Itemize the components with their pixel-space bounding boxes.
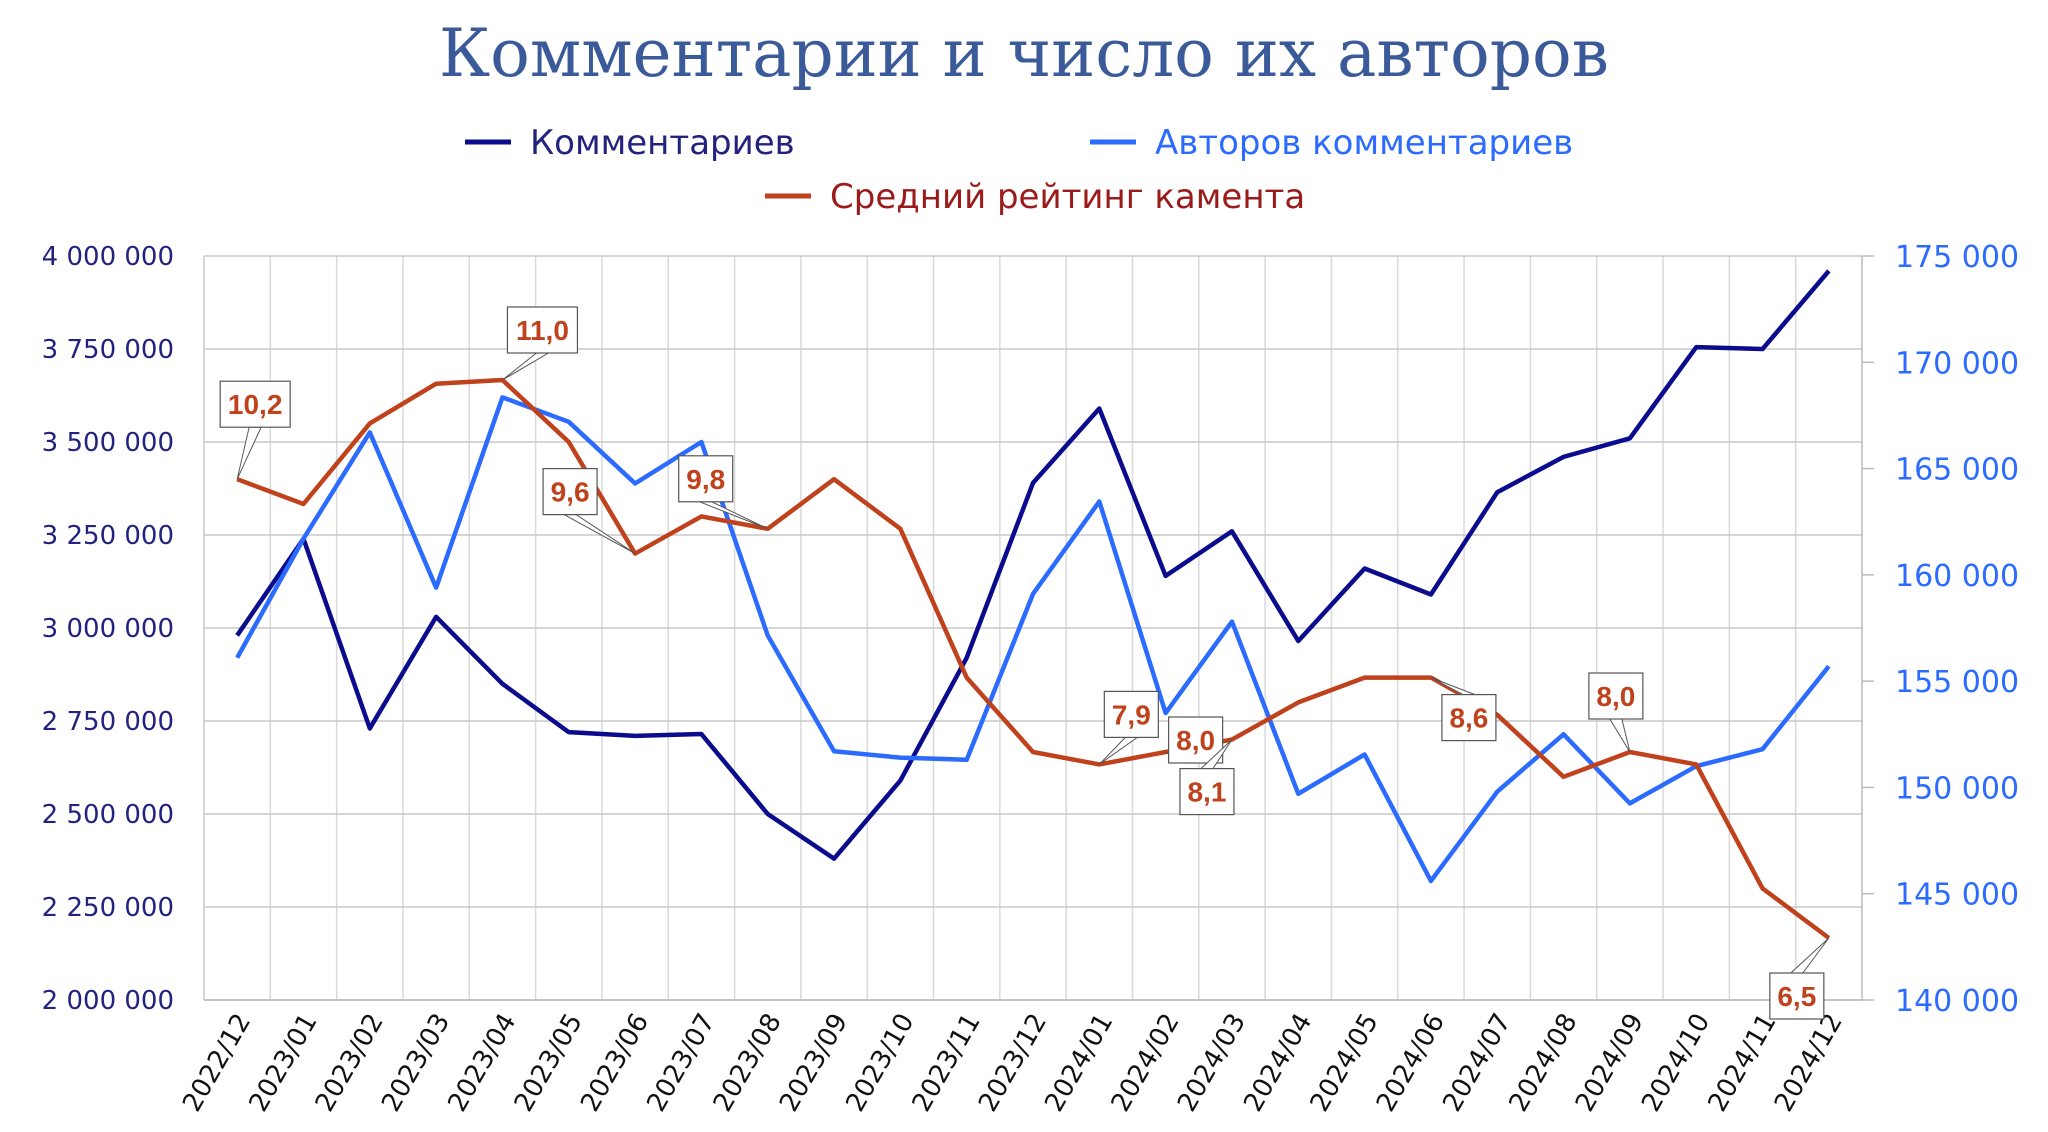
data-label: 7,9	[1098, 690, 1159, 765]
right-axis-tick-label: 165 000	[1895, 453, 2019, 488]
data-label-text: 8,6	[1449, 703, 1488, 734]
data-label: 10,2	[219, 380, 291, 480]
data-label-text: 8,0	[1176, 725, 1215, 756]
data-label-box	[542, 468, 598, 516]
right-axis-tick-label: 160 000	[1895, 559, 2019, 594]
data-label-box	[506, 306, 579, 354]
data-label-text: 9,6	[551, 477, 590, 508]
legend-label: Комментариев	[530, 123, 795, 163]
data-label-text: 6,5	[1777, 981, 1816, 1012]
data-label-pointer	[699, 501, 768, 530]
data-label-box	[1168, 716, 1224, 764]
gridlines	[204, 255, 1862, 1001]
left-axis-tick-label: 2 000 000	[42, 986, 174, 1016]
right-axis-tick-label: 155 000	[1895, 665, 2019, 700]
series-line-1	[235, 269, 1831, 861]
legend-label: Средний рейтинг камента	[830, 177, 1305, 217]
legend-item-2: Авторов комментариев	[1090, 123, 1573, 163]
data-label-text: 11,0	[516, 315, 569, 346]
data-label-text: 7,9	[1112, 699, 1151, 730]
left-axis-tick-label: 3 500 000	[42, 428, 174, 458]
data-label-pointer	[236, 426, 262, 480]
chart-title: Комментарии и число их авторов	[439, 15, 1609, 92]
data-labels: 10,2 11,0 9,6 9,8 7,9 8,0 8,1 8,6 8,0 6,5	[219, 306, 1830, 1020]
data-label-text: 10,2	[228, 389, 283, 420]
left-axis-tick-label: 2 750 000	[42, 707, 174, 737]
legend-item-3: Средний рейтинг камента	[765, 177, 1305, 217]
data-label-pointer	[502, 352, 551, 381]
data-label-text: 8,1	[1187, 777, 1226, 808]
right-axis-tick-label: 140 000	[1895, 984, 2019, 1019]
data-label: 8,6	[1430, 677, 1497, 742]
legend: Комментариев Авторов комментариев Средний …	[465, 123, 1573, 217]
data-label: 8,0	[1588, 672, 1644, 753]
left-axis-tick-label: 3 000 000	[42, 614, 174, 644]
data-label-pointer	[1789, 937, 1830, 974]
axes: 2 000 000 2 250 000 2 500 000 2 750 000 3 00…	[42, 240, 2019, 1117]
data-label-box	[219, 380, 291, 428]
data-label-box	[1103, 690, 1159, 739]
right-axis-tick-label: 150 000	[1895, 771, 2019, 806]
left-axis-tick-label: 4 000 000	[42, 242, 174, 272]
data-label-box	[1588, 672, 1644, 720]
data-label-box	[1769, 972, 1825, 1020]
left-axis-tick-label: 3 750 000	[42, 335, 174, 365]
data-label: 8,0	[1165, 716, 1224, 764]
legend-item-1: Комментариев	[465, 123, 795, 163]
data-label-pointer	[1608, 718, 1631, 753]
data-label-box	[678, 455, 734, 503]
left-axis-tick-label: 2 500 000	[42, 800, 174, 830]
data-label-box	[1441, 693, 1497, 742]
left-axis-tick-label: 2 250 000	[42, 893, 174, 923]
series-lines	[235, 269, 1831, 940]
data-label-box	[1179, 767, 1235, 816]
data-label-text: 8,0	[1596, 681, 1635, 712]
data-label: 6,5	[1769, 937, 1830, 1020]
legend-label: Авторов комментариев	[1155, 123, 1573, 163]
data-label-text: 9,8	[686, 464, 725, 495]
data-label: 9,8	[678, 455, 768, 530]
left-axis-tick-label: 3 250 000	[42, 521, 174, 551]
right-axis-tick-label: 175 000	[1895, 240, 2019, 275]
series-line-2	[235, 395, 1831, 884]
data-label: 11,0	[502, 306, 579, 381]
data-label: 9,6	[542, 468, 636, 555]
data-label: 8,1	[1179, 739, 1235, 816]
right-axis-tick-label: 145 000	[1895, 878, 2019, 913]
right-axis-tick-label: 170 000	[1895, 346, 2019, 381]
